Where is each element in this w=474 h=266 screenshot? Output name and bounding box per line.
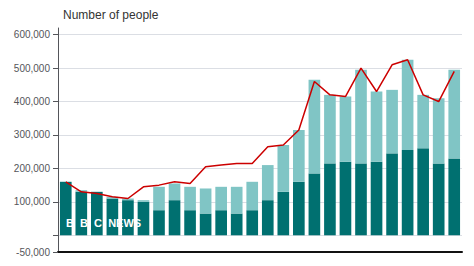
- svg-text:-50,000: -50,000: [16, 247, 50, 258]
- svg-text:200,000: 200,000: [14, 163, 51, 174]
- svg-text:Number of people: Number of people: [63, 8, 159, 22]
- svg-text:400,000: 400,000: [14, 96, 51, 107]
- svg-text:B B C NEWS: B B C NEWS: [66, 217, 141, 229]
- svg-text:100,000: 100,000: [14, 196, 51, 207]
- svg-text:300,000: 300,000: [14, 129, 51, 140]
- svg-text:600,000: 600,000: [14, 29, 51, 40]
- svg-text:500,000: 500,000: [14, 63, 51, 74]
